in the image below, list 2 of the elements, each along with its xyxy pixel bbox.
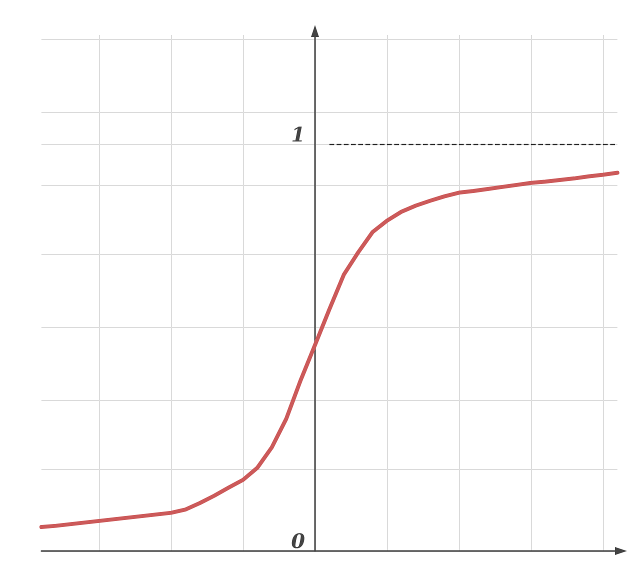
y-tick-label: 1 — [291, 122, 305, 147]
y-tick-label: 0 — [291, 529, 306, 553]
